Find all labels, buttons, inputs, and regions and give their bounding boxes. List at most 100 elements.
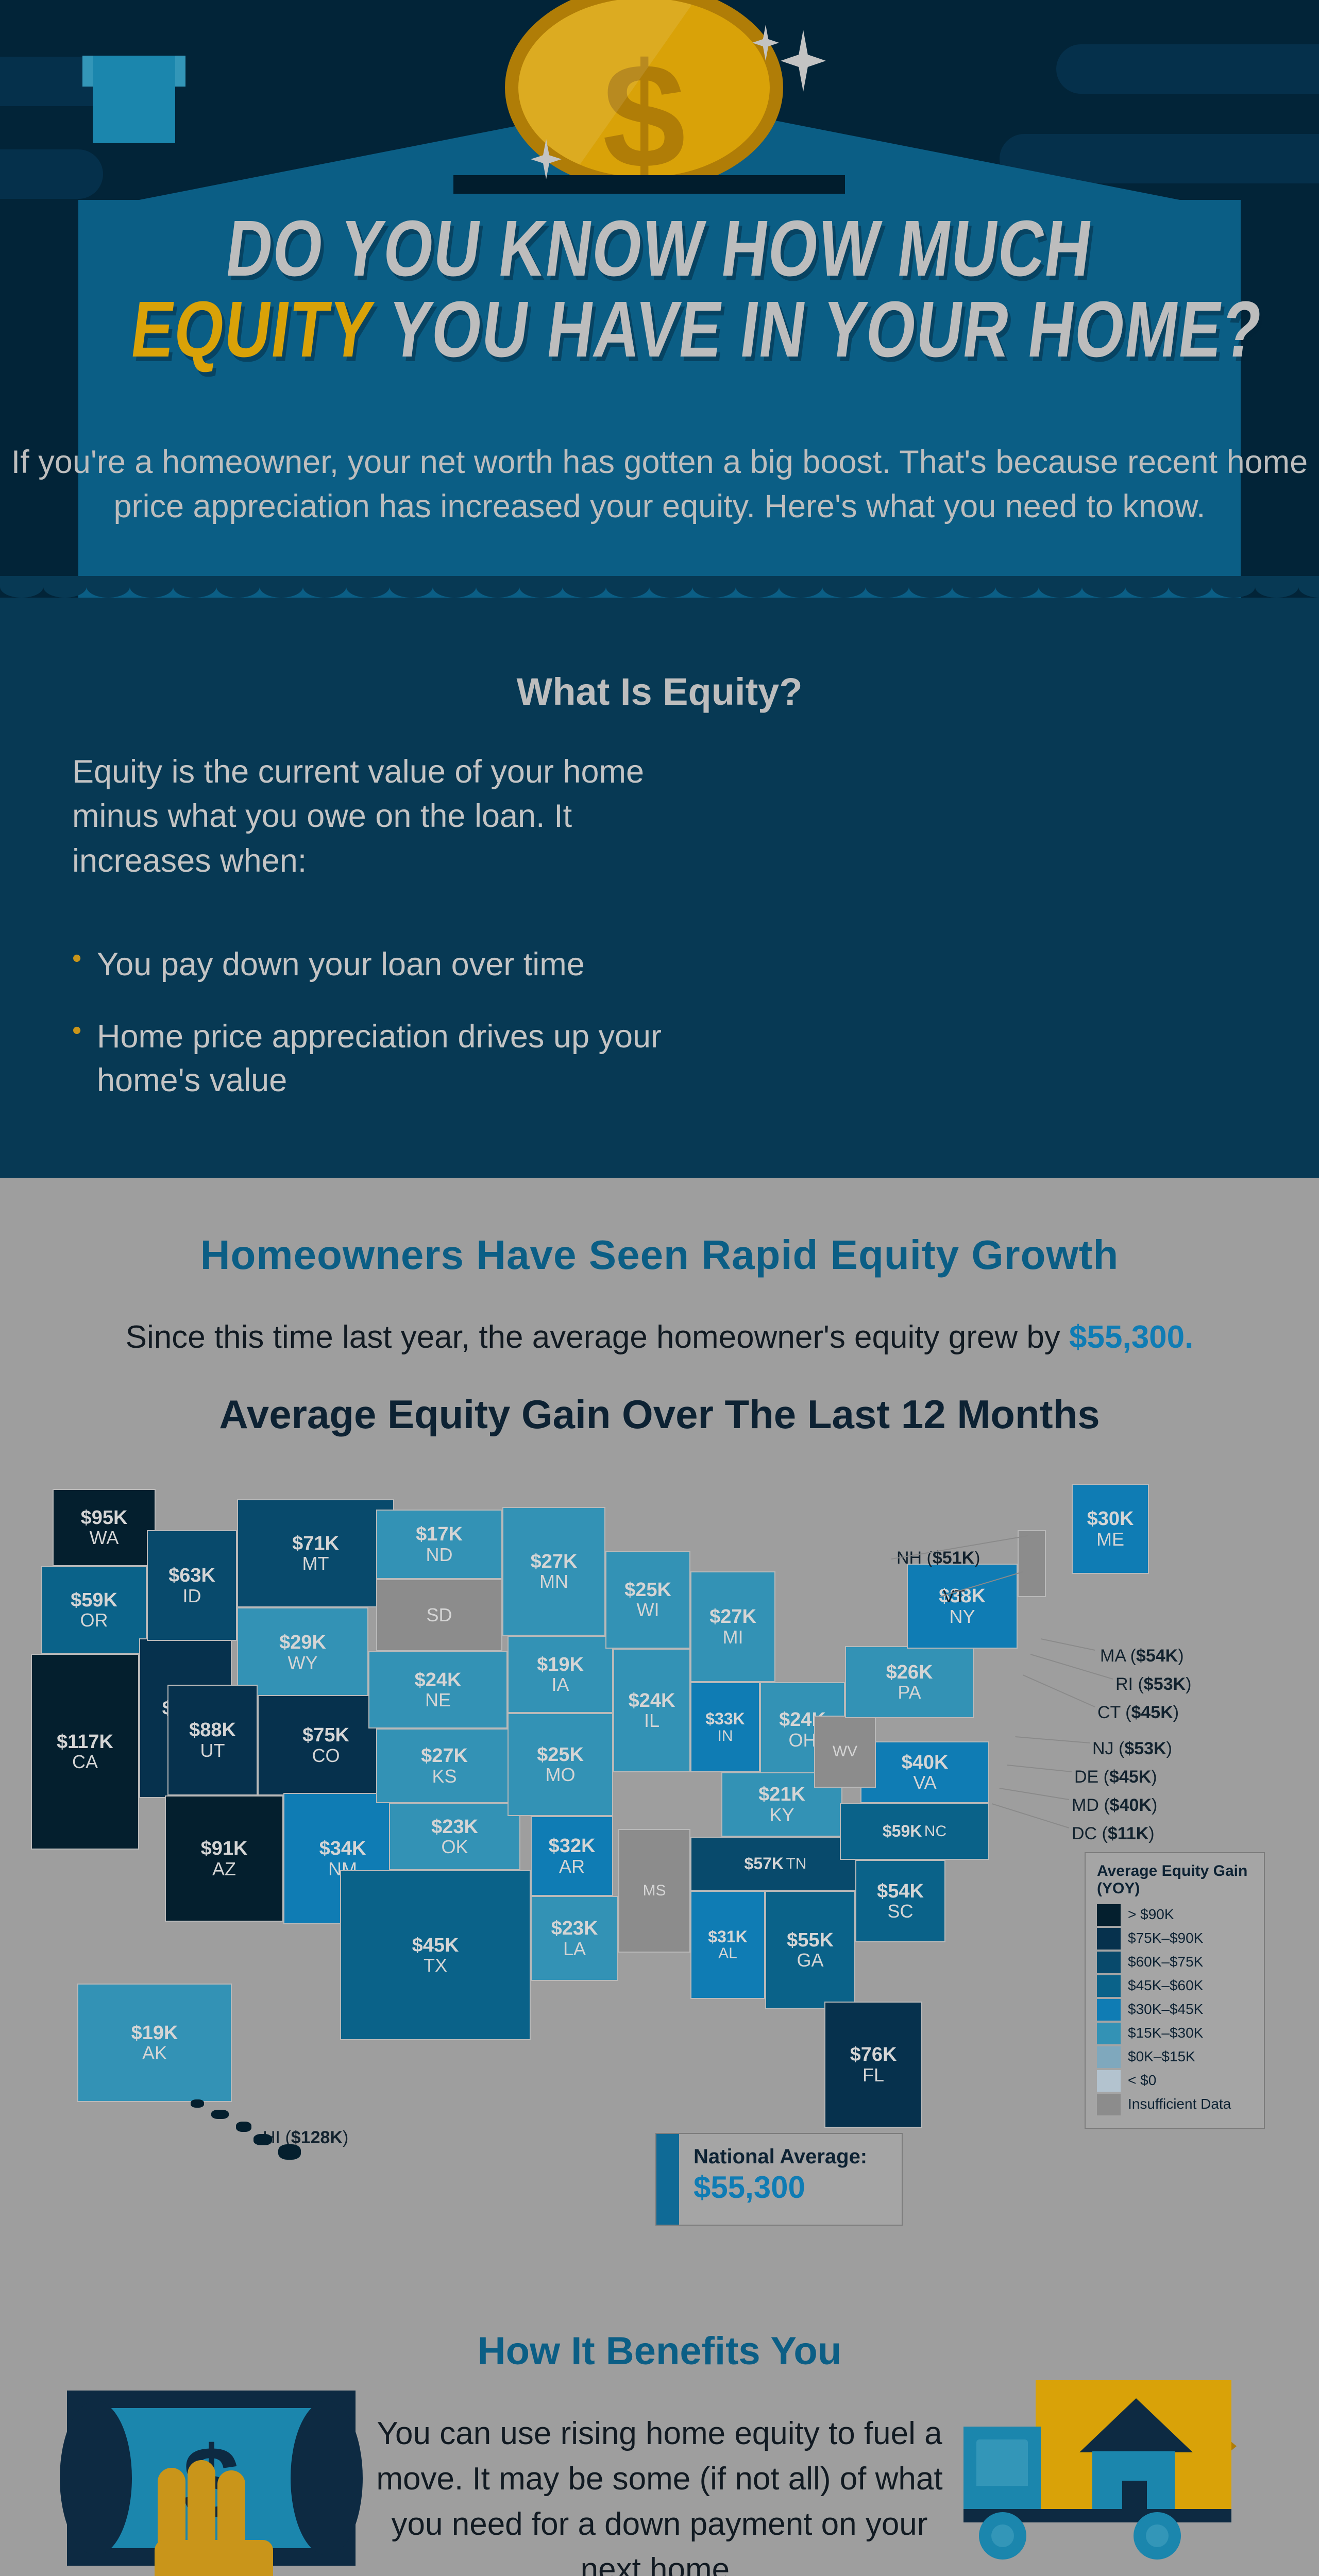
map-state-nd[interactable]: $17K ND xyxy=(376,1510,502,1579)
callout-leader-line xyxy=(1007,1765,1072,1772)
hero-title: DO YOU KNOW HOW MUCH EQUITY YOU HAVE IN … xyxy=(0,204,1319,374)
legend-item: Insufficient Data xyxy=(1097,2094,1256,2116)
sparkle-icon xyxy=(781,30,826,92)
map-state-sd[interactable]: SD xyxy=(376,1579,502,1651)
map-callout-md: MD ($40K) xyxy=(1072,1795,1158,1815)
map-state-ia[interactable]: $19K IA xyxy=(508,1636,613,1713)
state-abbr: WA xyxy=(89,1527,119,1549)
map-state-mt[interactable]: $71K MT xyxy=(237,1499,394,1607)
legend-swatch xyxy=(1097,1904,1121,1926)
legend-swatch xyxy=(1097,1975,1121,1997)
map-state-tx[interactable]: $45K TX xyxy=(340,1870,531,2040)
legend-swatch xyxy=(1097,2023,1121,2045)
map-state-in[interactable]: $33K IN xyxy=(690,1682,760,1772)
state-abbr: MS xyxy=(642,1882,666,1900)
state-value: $40K xyxy=(901,1751,949,1773)
map-state-hi-island[interactable] xyxy=(191,2099,204,2108)
map-state-il[interactable]: $24K IL xyxy=(613,1649,690,1772)
legend-item: > $90K xyxy=(1097,1904,1256,1926)
bill-oval-left xyxy=(60,2401,132,2555)
legend-item: < $0 xyxy=(1097,2070,1256,2092)
truck-wheel-icon xyxy=(1134,2512,1181,2560)
state-abbr: MT xyxy=(302,1553,329,1574)
map-state-wi[interactable]: $25K WI xyxy=(605,1551,690,1649)
map-state-ca[interactable]: $117K CA xyxy=(31,1654,139,1850)
equity-bullet-list: You pay down your loan over time Home pr… xyxy=(72,941,690,1131)
state-abbr: PA xyxy=(898,1682,921,1703)
map-state-ut[interactable]: $88K UT xyxy=(167,1685,258,1795)
state-value: $27K xyxy=(421,1745,468,1767)
map-state-mo[interactable]: $25K MO xyxy=(508,1713,613,1816)
growth-subtitle-value: $55,300. xyxy=(1069,1319,1194,1355)
map-state-fl[interactable]: $76K FL xyxy=(824,2002,922,2128)
map-callout-ri: RI ($53K) xyxy=(1115,1674,1192,1694)
callout-value: $54K xyxy=(1136,1646,1178,1666)
legend-rows: > $90K $75K–$90K $60K–$75K $45K–$60K $30K–$4… xyxy=(1097,1904,1256,2116)
map-state-az[interactable]: $91K AZ xyxy=(165,1795,283,1922)
national-average-value: $55,300 xyxy=(694,2170,805,2205)
list-item: Home price appreciation drives up your h… xyxy=(72,1013,690,1102)
map-state-hi-island[interactable] xyxy=(211,2110,229,2119)
legend-swatch xyxy=(1097,2094,1121,2116)
decor-blob xyxy=(0,149,103,199)
callout-abbr: CT ( xyxy=(1097,1703,1131,1722)
hero-title-line-2: EQUITY YOU HAVE IN YOUR HOME? xyxy=(126,285,1267,374)
state-abbr: ME xyxy=(1096,1528,1124,1550)
map-state-ar[interactable]: $32K AR xyxy=(531,1816,613,1896)
map-state-nc[interactable]: $59K NC xyxy=(840,1803,989,1860)
truck-wheel-icon xyxy=(979,2512,1026,2560)
legend-item: $45K–$60K xyxy=(1097,1975,1256,1997)
legend-swatch xyxy=(1097,1952,1121,1974)
national-average-callout: National Average: $55,300 xyxy=(655,2133,903,2226)
map-state-hi-island[interactable] xyxy=(253,2134,272,2145)
map-state-pa[interactable]: $26K PA xyxy=(845,1646,974,1718)
national-average-label: National Average: xyxy=(694,2145,868,2168)
map-state-wy[interactable]: $29K WY xyxy=(237,1607,368,1698)
map-state-ne[interactable]: $24K NE xyxy=(368,1651,508,1728)
map-state-id[interactable]: $63K ID xyxy=(147,1530,237,1641)
map-state-ms[interactable]: MS xyxy=(618,1829,690,1953)
map-state-hi-island[interactable] xyxy=(278,2144,301,2160)
map-state-la[interactable]: $23K LA xyxy=(531,1896,618,1981)
map-state-vt[interactable] xyxy=(1018,1530,1046,1597)
map-state-ak[interactable]: $19K AK xyxy=(77,1984,232,2102)
callout-value: $11K xyxy=(1107,1824,1149,1843)
state-abbr: NC xyxy=(924,1823,947,1840)
state-value: $29K xyxy=(279,1632,326,1654)
map-state-or[interactable]: $59K OR xyxy=(41,1566,147,1654)
map-state-wv[interactable]: WV xyxy=(814,1716,876,1788)
map-state-mi[interactable]: $27K MI xyxy=(690,1571,775,1682)
callout-leader-line xyxy=(991,1803,1070,1828)
map-state-ks[interactable]: $27K KS xyxy=(376,1728,513,1803)
map-state-va[interactable]: $40K VA xyxy=(860,1741,989,1803)
state-value: $75K xyxy=(302,1724,349,1747)
map-state-tn[interactable]: $57K TN xyxy=(690,1837,860,1891)
map-state-al[interactable]: $31K AL xyxy=(690,1891,765,1999)
equity-section-title: What Is Equity? xyxy=(516,670,803,713)
hand-icon xyxy=(155,2540,273,2576)
map-state-sc[interactable]: $54K SC xyxy=(855,1860,945,1942)
callout-value: $53K xyxy=(1143,1674,1186,1694)
state-abbr: TN xyxy=(786,1855,807,1872)
moving-truck-window xyxy=(976,2439,1028,2486)
dollar-symbol: $ xyxy=(602,32,686,191)
callout-value: $128K xyxy=(291,2128,343,2147)
callout-value: $45K xyxy=(1131,1703,1173,1722)
map-state-ga[interactable]: $55K GA xyxy=(765,1891,855,2009)
map-state-wa[interactable]: $95K WA xyxy=(53,1489,156,1566)
map-state-me[interactable]: $30K ME xyxy=(1072,1484,1149,1574)
state-abbr: NE xyxy=(425,1689,451,1711)
map-state-ok[interactable]: $23K OK xyxy=(389,1803,520,1870)
callout-value: $53K xyxy=(1124,1739,1166,1758)
map-state-hi-island[interactable] xyxy=(236,2122,251,2132)
state-abbr: SC xyxy=(887,1901,914,1922)
accent-bar xyxy=(656,2134,679,2225)
equity-section-body: Equity is the current value of your home… xyxy=(72,754,645,879)
state-abbr: IA xyxy=(551,1674,569,1696)
map-state-mn[interactable]: $27K MN xyxy=(502,1507,605,1636)
state-abbr: MO xyxy=(545,1764,576,1786)
state-value: $23K xyxy=(431,1816,478,1838)
state-abbr: ID xyxy=(182,1585,201,1606)
wave-divider xyxy=(0,576,1319,598)
map-callout-dc: DC ($11K) xyxy=(1072,1824,1155,1843)
